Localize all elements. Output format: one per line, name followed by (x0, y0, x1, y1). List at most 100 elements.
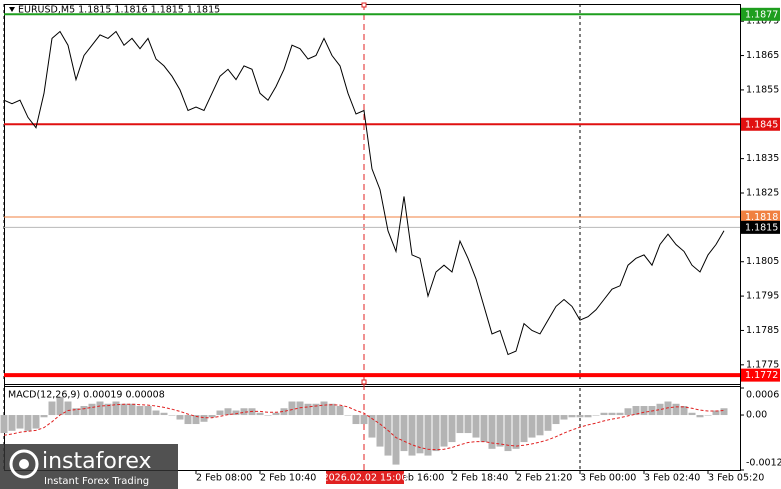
histogram-bar (536, 415, 544, 436)
level-label: 1.1815 (745, 222, 778, 233)
histogram-bar (8, 415, 16, 431)
histogram-bar (544, 415, 552, 431)
histogram-bar (704, 415, 712, 416)
histogram-bar (272, 412, 280, 416)
histogram-bar (80, 406, 88, 416)
histogram-bar (56, 397, 64, 416)
histogram-bar (232, 410, 240, 416)
histogram-bar (264, 415, 272, 416)
histogram-bar (88, 403, 96, 416)
histogram-bar (152, 410, 160, 416)
level-label: 1.1845 (745, 119, 778, 130)
logo-icon (9, 449, 39, 479)
histogram-bar (640, 406, 648, 416)
histogram-bar (680, 406, 688, 416)
histogram-bar (520, 415, 528, 443)
x-tick-label: 3 Feb 00:00 (580, 473, 636, 484)
logo: instaforex Instant Forex Trading (0, 444, 178, 489)
histogram-bar (512, 415, 520, 449)
histogram-bar (360, 415, 368, 425)
histogram-bar (344, 415, 352, 416)
macd-title: MACD(12,26,9) 0.00019 0.00008 (8, 390, 165, 401)
level-label: 1.1772 (745, 370, 778, 381)
histogram-bar (72, 408, 80, 416)
histogram-bar (312, 403, 320, 416)
histogram-bar (224, 408, 232, 416)
histogram-bar (320, 401, 328, 416)
x-tick-label: 2 Feb 10:40 (260, 473, 316, 484)
histogram-bar (496, 415, 504, 447)
histogram-bar (672, 403, 680, 416)
histogram-bar (384, 415, 392, 456)
histogram-bar (96, 401, 104, 416)
crosshair-marker (361, 2, 367, 8)
x-tick-label: 3 Feb 05:20 (708, 473, 764, 484)
y-tick-label: 1.1775 (746, 359, 779, 370)
histogram-bar (368, 415, 376, 438)
y-tick-label: -0.00122 (746, 458, 781, 469)
level-label-box (741, 220, 780, 234)
histogram-bar (104, 403, 112, 416)
histogram-bar (112, 401, 120, 416)
level-label-box (741, 117, 780, 131)
histogram-bar (408, 415, 416, 456)
histogram-bar (584, 415, 592, 418)
histogram-bar (376, 415, 384, 447)
logo-icon (19, 459, 29, 469)
frame (4, 4, 741, 471)
level-label-box (741, 210, 780, 224)
level-label: 1.1818 (745, 212, 778, 223)
histogram-bar (552, 415, 560, 425)
y-tick-label: 1.1785 (746, 325, 779, 336)
histogram-bar (528, 415, 536, 438)
histogram-bar (32, 415, 40, 429)
crosshair-marker (361, 379, 367, 385)
histogram-bar (656, 403, 664, 416)
histogram-bar (480, 415, 488, 443)
histogram-bar (696, 415, 704, 418)
histogram-bar (192, 415, 200, 425)
histogram-bar (208, 415, 216, 418)
y-tick-label: 1.1835 (746, 153, 779, 164)
histogram-bar (600, 412, 608, 416)
histogram-bar (624, 408, 632, 416)
histogram-bar (712, 410, 720, 416)
y-tick-label: 0.00 (746, 410, 767, 421)
y-tick-label: 1.1805 (746, 256, 779, 267)
histogram-bar (632, 406, 640, 416)
x-tick-label: 2 Feb 21:20 (516, 473, 572, 484)
histogram-bar (352, 415, 360, 425)
chart-title: EURUSD,M5 1.1815 1.1816 1.1815 1.1815 (18, 5, 220, 16)
histogram-bar (280, 408, 288, 416)
x-tick-label: 2 Feb 16:00 (388, 473, 444, 484)
x-tick-label: 3 Feb 02:40 (644, 473, 700, 484)
histogram-bar (616, 412, 624, 416)
histogram-bar (688, 412, 696, 416)
x-tick-highlight (326, 471, 404, 484)
price-line (3, 30, 725, 356)
histogram-bar (144, 406, 152, 416)
histogram-bar (440, 415, 448, 447)
logo-tagline: Instant Forex Trading (44, 476, 149, 487)
y-tick-label: 1.1795 (746, 291, 779, 302)
y-tick-label: 1.1825 (746, 188, 779, 199)
y-tick-label: 1.1865 (746, 50, 779, 61)
histogram-bar (432, 415, 440, 452)
histogram-bar (40, 415, 48, 418)
histogram-bar (424, 415, 432, 456)
histogram-bar (400, 415, 408, 452)
histogram-bar (720, 408, 728, 416)
logo-name: instaforex (42, 449, 152, 474)
histogram-bar (488, 415, 496, 449)
histogram-bar (592, 415, 600, 416)
histogram-bar (472, 415, 480, 438)
histogram-bar (200, 415, 208, 422)
histogram-bar (464, 415, 472, 434)
histogram-bar (168, 415, 176, 416)
histogram-bar (64, 401, 72, 416)
histogram-bar (336, 406, 344, 416)
y-tick-label: 0.0006 (746, 390, 779, 401)
histogram-bar (128, 403, 136, 416)
